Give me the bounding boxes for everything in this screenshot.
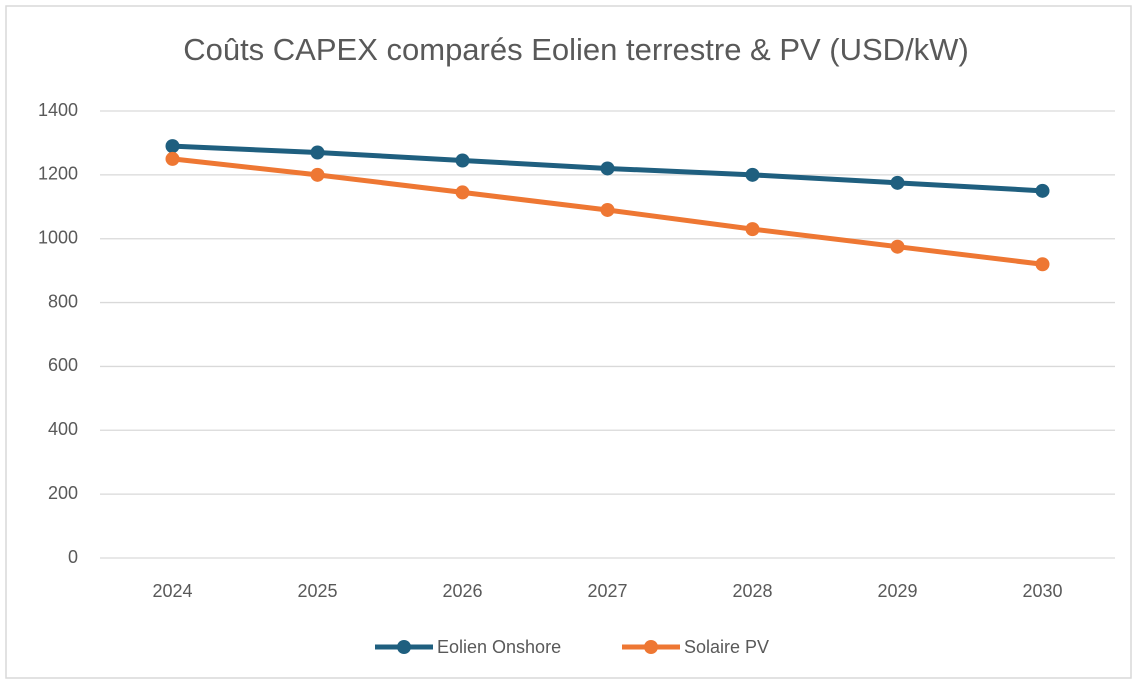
data-point [890, 175, 905, 190]
x-tick-label: 2028 [732, 581, 772, 601]
x-tick-label: 2024 [152, 581, 192, 601]
data-point [745, 167, 760, 182]
legend-label: Solaire PV [684, 637, 769, 657]
y-tick-label: 400 [48, 419, 78, 439]
x-tick-label: 2025 [297, 581, 337, 601]
x-tick-label: 2030 [1022, 581, 1062, 601]
data-point [310, 145, 325, 160]
data-point [600, 161, 615, 176]
data-point [455, 153, 470, 168]
x-tick-label: 2029 [877, 581, 917, 601]
data-point [890, 239, 905, 254]
data-point [310, 167, 325, 182]
data-point [455, 185, 470, 200]
data-point [1035, 257, 1050, 272]
y-tick-label: 600 [48, 355, 78, 375]
data-point [600, 202, 615, 217]
legend-marker [397, 640, 411, 654]
data-point [745, 222, 760, 237]
y-tick-label: 200 [48, 483, 78, 503]
legend-marker [644, 640, 658, 654]
x-tick-label: 2027 [587, 581, 627, 601]
x-tick-label: 2026 [442, 581, 482, 601]
chart-title: Coûts CAPEX comparés Eolien terrestre & … [183, 32, 969, 67]
data-point [1035, 183, 1050, 198]
y-tick-label: 1400 [38, 100, 78, 120]
y-tick-label: 800 [48, 291, 78, 311]
data-point [165, 139, 180, 154]
chart-frame [5, 5, 1132, 679]
y-tick-label: 0 [68, 547, 78, 567]
y-tick-label: 1000 [38, 227, 78, 247]
legend-label: Eolien Onshore [437, 637, 561, 657]
y-tick-label: 1200 [38, 164, 78, 184]
data-point [165, 151, 180, 166]
